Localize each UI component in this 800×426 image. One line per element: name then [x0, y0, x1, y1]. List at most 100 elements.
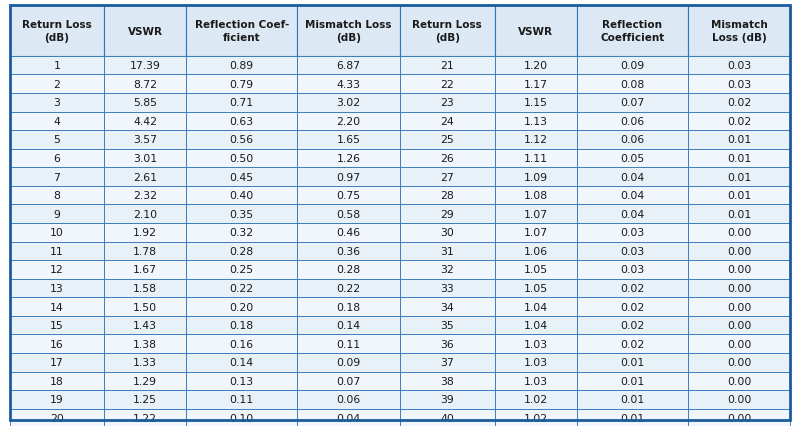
Bar — [104, 353, 186, 371]
Text: 0.11: 0.11 — [337, 339, 361, 349]
Text: 0.16: 0.16 — [230, 339, 254, 349]
Text: 0.08: 0.08 — [620, 80, 644, 89]
Bar — [10, 131, 104, 149]
Text: 1.05: 1.05 — [523, 283, 548, 293]
Bar — [10, 353, 104, 371]
Text: 0.03: 0.03 — [727, 61, 751, 71]
Bar — [494, 223, 577, 242]
Bar — [494, 150, 577, 168]
Bar — [688, 371, 790, 390]
Text: 0.58: 0.58 — [337, 209, 361, 219]
Bar — [494, 205, 577, 223]
Text: 1.03: 1.03 — [523, 339, 548, 349]
Bar — [186, 335, 298, 353]
Text: 0.09: 0.09 — [620, 61, 644, 71]
Bar — [400, 187, 494, 205]
Bar — [298, 57, 400, 75]
Text: 3.01: 3.01 — [133, 154, 158, 164]
Bar — [688, 297, 790, 316]
Text: 0.01: 0.01 — [727, 154, 751, 164]
Text: 1.67: 1.67 — [134, 265, 158, 275]
Text: 1.50: 1.50 — [133, 302, 158, 312]
Text: Mismatch
Loss (dB): Mismatch Loss (dB) — [710, 20, 767, 43]
Text: 0.97: 0.97 — [337, 172, 361, 182]
Text: 1.07: 1.07 — [523, 209, 548, 219]
Text: 18: 18 — [50, 376, 64, 386]
Text: 1.15: 1.15 — [524, 98, 548, 108]
Text: 24: 24 — [440, 117, 454, 127]
Text: 2.20: 2.20 — [337, 117, 361, 127]
Bar — [104, 75, 186, 94]
Text: 1.03: 1.03 — [523, 376, 548, 386]
Text: 0.14: 0.14 — [230, 357, 254, 367]
Bar — [298, 279, 400, 297]
Bar — [186, 150, 298, 168]
Bar — [577, 335, 688, 353]
Bar — [298, 260, 400, 279]
Text: 0.01: 0.01 — [620, 413, 644, 423]
Text: 0.11: 0.11 — [230, 394, 254, 404]
Text: 0.10: 0.10 — [230, 413, 254, 423]
Bar — [10, 75, 104, 94]
Text: 2.61: 2.61 — [134, 172, 158, 182]
Bar — [400, 57, 494, 75]
Text: VSWR: VSWR — [128, 26, 162, 37]
Bar — [10, 409, 104, 426]
Text: 0.79: 0.79 — [230, 80, 254, 89]
Text: 0.45: 0.45 — [230, 172, 254, 182]
Bar — [577, 353, 688, 371]
Bar — [688, 187, 790, 205]
Text: 0.56: 0.56 — [230, 135, 254, 145]
Text: 1: 1 — [54, 61, 60, 71]
Text: 29: 29 — [440, 209, 454, 219]
Text: 0.22: 0.22 — [230, 283, 254, 293]
Text: 26: 26 — [440, 154, 454, 164]
Bar — [494, 335, 577, 353]
Text: 36: 36 — [440, 339, 454, 349]
Bar — [577, 242, 688, 260]
Text: 0.00: 0.00 — [727, 357, 751, 367]
Bar — [577, 297, 688, 316]
Bar — [494, 187, 577, 205]
Bar — [688, 112, 790, 131]
Bar — [400, 409, 494, 426]
Bar — [186, 168, 298, 187]
Text: 4.42: 4.42 — [134, 117, 158, 127]
Bar — [104, 409, 186, 426]
Text: 0.07: 0.07 — [337, 376, 361, 386]
Text: 0.01: 0.01 — [727, 191, 751, 201]
Text: 0.00: 0.00 — [727, 228, 751, 238]
Text: 0.20: 0.20 — [230, 302, 254, 312]
Bar — [10, 260, 104, 279]
Bar — [577, 168, 688, 187]
Text: 0.63: 0.63 — [230, 117, 254, 127]
Bar — [298, 409, 400, 426]
Text: 0.28: 0.28 — [337, 265, 361, 275]
Bar — [298, 112, 400, 131]
Bar — [688, 57, 790, 75]
Bar — [688, 242, 790, 260]
Bar — [400, 279, 494, 297]
Text: Reflection
Coefficient: Reflection Coefficient — [600, 20, 664, 43]
Text: 1.38: 1.38 — [134, 339, 158, 349]
Text: 16: 16 — [50, 339, 64, 349]
Bar — [577, 75, 688, 94]
Bar — [298, 335, 400, 353]
Bar — [10, 57, 104, 75]
Bar — [186, 75, 298, 94]
Bar — [688, 409, 790, 426]
Bar — [10, 279, 104, 297]
Text: 0.06: 0.06 — [337, 394, 361, 404]
Text: 0.02: 0.02 — [727, 98, 751, 108]
Bar — [400, 316, 494, 335]
Bar — [10, 150, 104, 168]
Bar — [104, 223, 186, 242]
Text: 0.71: 0.71 — [230, 98, 254, 108]
Text: 0.00: 0.00 — [727, 265, 751, 275]
Bar — [104, 279, 186, 297]
Text: 6: 6 — [54, 154, 60, 164]
Text: 19: 19 — [50, 394, 64, 404]
Text: 1.04: 1.04 — [523, 302, 548, 312]
Bar — [186, 94, 298, 112]
Text: 0.02: 0.02 — [727, 117, 751, 127]
